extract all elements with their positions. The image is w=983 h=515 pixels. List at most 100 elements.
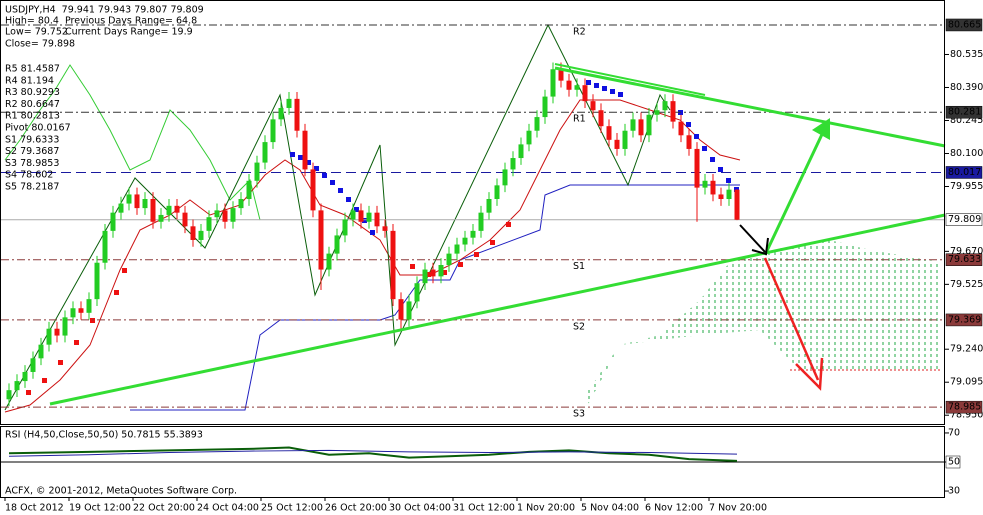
- y-tick-label: 80.245: [950, 115, 983, 126]
- candle-body: [214, 210, 220, 218]
- psar-dots-red: [26, 222, 511, 395]
- candle-body: [622, 130, 628, 149]
- info-text: High= 80.4: [5, 16, 59, 27]
- candle-body: [446, 253, 452, 266]
- candle-body: [406, 301, 412, 320]
- candle-body: [110, 212, 116, 231]
- x-tick-label: 18 Oct 2012: [5, 503, 64, 514]
- candle-body: [526, 130, 532, 145]
- candle-body: [470, 230, 476, 238]
- pivot-text: Pivot 80.0167: [5, 123, 71, 134]
- candle-body: [166, 205, 172, 215]
- candle-body: [286, 98, 292, 108]
- y-tick-label: 79.240: [950, 344, 983, 355]
- candle-body: [726, 189, 732, 200]
- data-layer: [1, 24, 945, 408]
- candle-body: [670, 101, 676, 122]
- x-tick-label: 31 Oct 12:00: [453, 503, 515, 514]
- pivot-text: R3 80.9293: [5, 87, 60, 98]
- level-label: 80.017: [948, 167, 981, 178]
- candle-body: [54, 328, 60, 336]
- cloud: [585, 240, 940, 410]
- candle-body: [318, 210, 324, 270]
- candle-body: [614, 139, 620, 149]
- candle-body: [686, 135, 692, 149]
- candle-body: [390, 230, 396, 300]
- candle-body: [230, 208, 236, 222]
- candle-body: [550, 69, 556, 97]
- candle-body: [310, 169, 316, 211]
- candle-body: [182, 212, 188, 227]
- candle-body: [206, 217, 212, 231]
- pivot-text: R1 80.2813: [5, 111, 60, 122]
- candle-body: [238, 199, 244, 209]
- candle-body: [366, 212, 372, 222]
- candle-body: [462, 237, 468, 245]
- candle-body: [558, 69, 564, 81]
- candle-body: [126, 194, 132, 204]
- candle-body: [294, 98, 300, 131]
- x-tick-label: 5 Nov 04:00: [581, 503, 639, 514]
- candle-body: [566, 80, 572, 90]
- candle-body: [582, 85, 588, 102]
- candle-body: [662, 101, 668, 111]
- level-name: R2: [573, 26, 586, 37]
- y-tick-label: 80.535: [950, 49, 983, 60]
- y-tick-label: 79.095: [950, 377, 983, 388]
- candle-body: [654, 110, 660, 115]
- candle-body: [646, 114, 652, 136]
- candle-body: [6, 390, 12, 400]
- level-label-box: [945, 253, 983, 266]
- level-label: 78.985: [948, 402, 981, 413]
- level-name: S2: [573, 321, 585, 332]
- candle-body: [422, 269, 428, 284]
- pivot-text: S2 79.3687: [5, 146, 59, 157]
- candle-body: [574, 85, 580, 90]
- candle-body: [694, 148, 700, 188]
- x-tick-label: 19 Oct 12:00: [69, 503, 131, 514]
- zigzag: [4, 23, 671, 411]
- candle-body: [262, 142, 268, 163]
- chikou-line: [4, 64, 261, 221]
- level-name: S3: [573, 409, 585, 420]
- level-label-box: [945, 313, 983, 327]
- candle-body: [150, 199, 156, 222]
- candle-body: [454, 244, 460, 254]
- pivot-text: R4 81.194: [5, 75, 54, 86]
- rsi-tick-label: 30: [948, 486, 960, 497]
- candle-body: [302, 130, 308, 170]
- x-tick-label: 24 Oct 04:00: [197, 503, 259, 514]
- level-label-box: [945, 213, 983, 226]
- candle-body: [358, 210, 364, 222]
- candle-body: [190, 226, 196, 240]
- main-frame: [0, 0, 945, 425]
- info-text: USDJPY,H4 79.941 79.943 79.807 79.809: [5, 5, 204, 16]
- candle-body: [494, 185, 500, 200]
- y-tick-label: 80.390: [950, 82, 983, 93]
- candle-body: [94, 262, 100, 300]
- x-tick-label: 25 Oct 12:00: [261, 503, 323, 514]
- y-tick-label: 80.100: [950, 148, 983, 159]
- candle-body: [630, 119, 636, 131]
- pivot-text: S4 78.602: [5, 170, 53, 181]
- candle-body: [518, 144, 524, 159]
- level-label: 80.281: [948, 107, 981, 118]
- candle-body: [86, 299, 92, 313]
- rsi-line: [8, 446, 738, 462]
- pivot-text: S5 78.2187: [5, 182, 59, 193]
- candle-body: [334, 235, 340, 254]
- x-tick-label: 6 Nov 12:00: [645, 503, 703, 514]
- candle-body: [254, 162, 260, 181]
- candle-body: [102, 230, 108, 263]
- candle-body: [174, 205, 180, 213]
- candle-body: [246, 180, 252, 200]
- candle-body: [382, 226, 388, 231]
- level-name: S1: [573, 261, 585, 272]
- info-text: Close= 79.898: [5, 39, 75, 50]
- level-label: 79.809: [948, 214, 981, 225]
- candle-body: [702, 180, 708, 188]
- candle-body: [30, 358, 36, 372]
- candle-body: [638, 119, 644, 136]
- rsi-tick-label: 50: [948, 457, 960, 468]
